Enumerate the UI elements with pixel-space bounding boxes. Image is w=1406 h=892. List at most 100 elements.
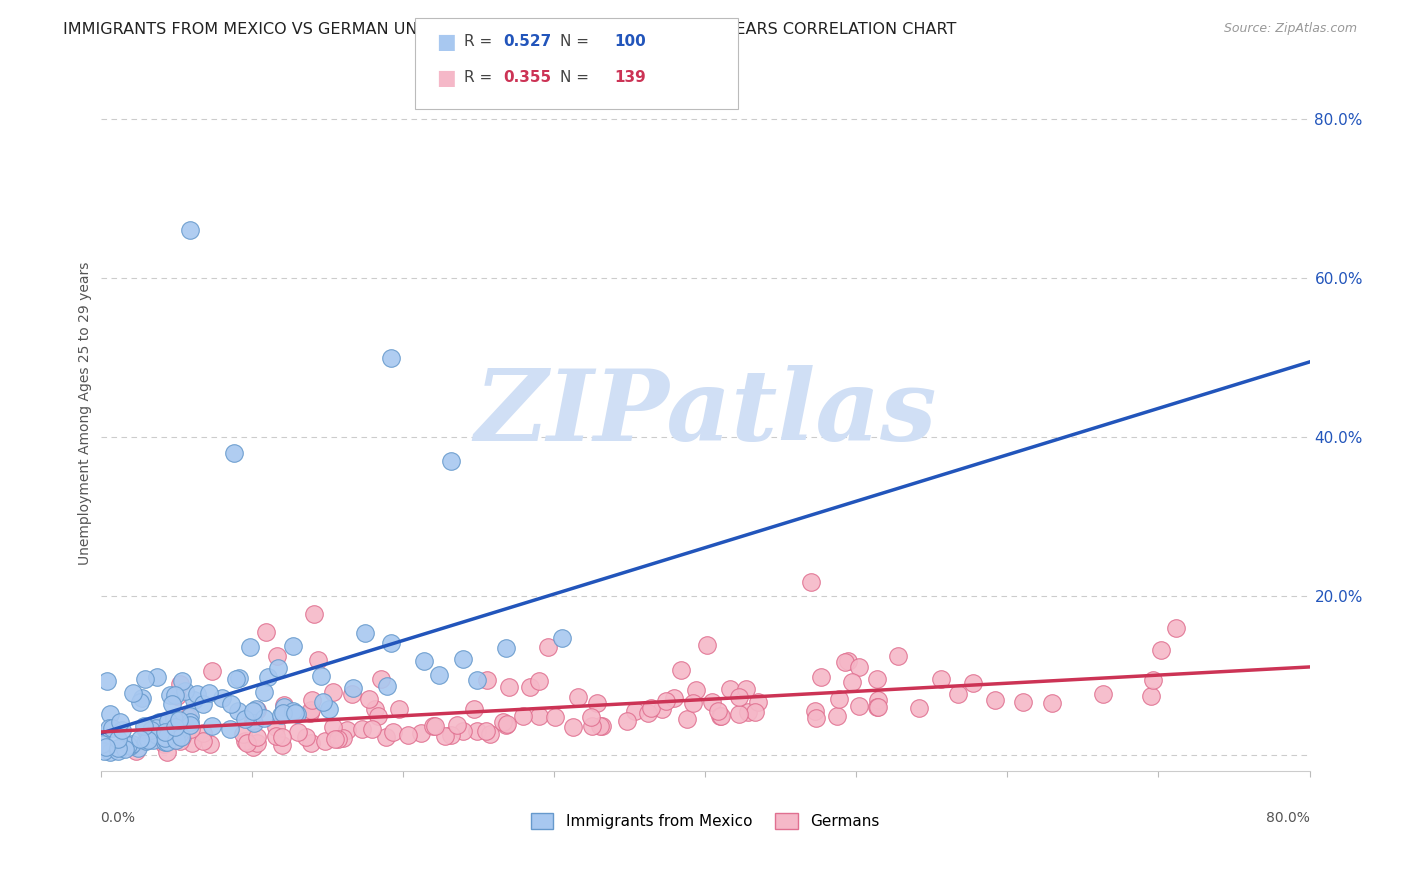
Point	[228, 671, 250, 685]
Point	[162, 726, 184, 740]
Point	[253, 684, 276, 698]
Point	[121, 737, 143, 751]
Text: 0.0%: 0.0%	[101, 811, 135, 825]
Text: Source: ZipAtlas.com: Source: ZipAtlas.com	[1223, 22, 1357, 36]
Point	[287, 707, 309, 722]
Point	[519, 681, 541, 695]
Point	[166, 690, 188, 704]
Text: R =: R =	[464, 35, 498, 49]
Point	[179, 709, 201, 723]
Point	[165, 720, 187, 734]
Point	[198, 685, 221, 699]
Point	[837, 655, 859, 669]
Point	[299, 706, 322, 720]
Point	[246, 731, 269, 745]
Point	[537, 640, 560, 655]
Text: 0.355: 0.355	[503, 70, 551, 85]
Point	[380, 351, 402, 365]
Point	[527, 674, 550, 689]
Point	[226, 704, 249, 718]
Point	[495, 718, 517, 732]
Point	[946, 687, 969, 701]
Point	[475, 723, 498, 738]
Point	[270, 707, 292, 722]
Point	[709, 709, 731, 723]
Point	[128, 731, 150, 746]
Point	[135, 734, 157, 748]
Point	[451, 652, 474, 666]
Point	[141, 723, 163, 738]
Point	[145, 728, 167, 742]
Point	[167, 719, 190, 733]
Legend: Immigrants from Mexico, Germans: Immigrants from Mexico, Germans	[524, 807, 886, 835]
Point	[591, 719, 613, 733]
Point	[375, 679, 398, 693]
Point	[114, 741, 136, 756]
Point	[191, 733, 214, 747]
Point	[165, 732, 187, 747]
Point	[98, 706, 121, 721]
Point	[495, 641, 517, 656]
Point	[825, 708, 848, 723]
Point	[496, 717, 519, 731]
Point	[264, 720, 287, 734]
Point	[236, 735, 259, 749]
Point	[848, 699, 870, 714]
Point	[322, 720, 344, 734]
Text: 0.527: 0.527	[503, 35, 551, 49]
Point	[696, 638, 718, 652]
Point	[866, 693, 889, 707]
Point	[299, 736, 322, 750]
Point	[544, 710, 567, 724]
Point	[155, 724, 177, 739]
Text: 80.0%: 80.0%	[1265, 811, 1309, 825]
Point	[97, 721, 120, 735]
Point	[254, 624, 277, 639]
Point	[266, 649, 288, 664]
Point	[148, 729, 170, 743]
Point	[225, 672, 247, 686]
Point	[427, 668, 450, 682]
Point	[281, 704, 304, 718]
Point	[866, 672, 889, 686]
Point	[651, 701, 673, 715]
Point	[118, 739, 141, 753]
Point	[322, 684, 344, 698]
Point	[800, 574, 823, 589]
Point	[367, 708, 389, 723]
Point	[834, 656, 856, 670]
Point	[179, 718, 201, 732]
Text: ZIPatlas: ZIPatlas	[474, 365, 936, 461]
Point	[167, 724, 190, 739]
Point	[440, 728, 463, 742]
Point	[295, 730, 318, 744]
Point	[301, 693, 323, 707]
Point	[162, 697, 184, 711]
Point	[200, 664, 222, 678]
Point	[219, 697, 242, 711]
Point	[589, 719, 612, 733]
Point	[96, 674, 118, 689]
Point	[804, 710, 827, 724]
Point	[685, 683, 707, 698]
Text: IMMIGRANTS FROM MEXICO VS GERMAN UNEMPLOYMENT AMONG AGES 25 TO 29 YEARS CORRELAT: IMMIGRANTS FROM MEXICO VS GERMAN UNEMPLO…	[63, 22, 956, 37]
Point	[283, 639, 305, 653]
Point	[709, 709, 731, 723]
Point	[744, 706, 766, 720]
Text: ■: ■	[436, 32, 456, 52]
Point	[326, 732, 349, 747]
Point	[669, 663, 692, 677]
Point	[167, 726, 190, 740]
Point	[132, 719, 155, 733]
Point	[1166, 621, 1188, 635]
Point	[148, 715, 170, 730]
Point	[170, 731, 193, 745]
Text: N =: N =	[560, 35, 593, 49]
Point	[257, 670, 280, 684]
Point	[492, 715, 515, 730]
Point	[211, 690, 233, 705]
Point	[273, 698, 295, 713]
Point	[340, 687, 363, 701]
Point	[866, 700, 889, 714]
Point	[284, 706, 307, 721]
